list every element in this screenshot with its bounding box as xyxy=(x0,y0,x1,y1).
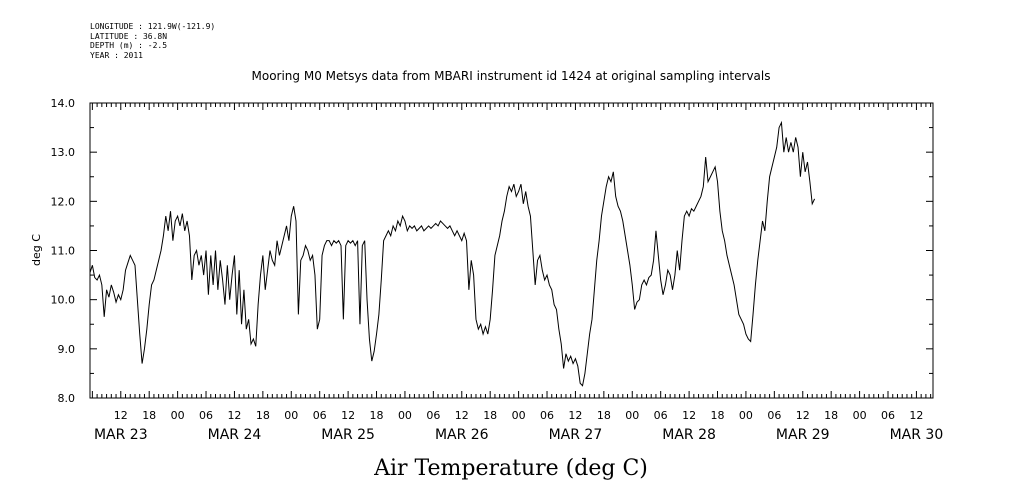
x-hour-label: 06 xyxy=(199,409,213,422)
x-hour-label: 00 xyxy=(625,409,639,422)
x-date-label: MAR 25 xyxy=(321,427,375,443)
x-hour-label: 00 xyxy=(739,409,753,422)
y-tick-label: 9.0 xyxy=(58,343,76,356)
x-hour-label: 12 xyxy=(682,409,696,422)
x-date-label: MAR 24 xyxy=(208,427,262,443)
x-date-label: MAR 28 xyxy=(662,427,716,443)
y-tick-label: 13.0 xyxy=(51,146,76,159)
x-hour-label: 06 xyxy=(654,409,668,422)
x-date-label: MAR 26 xyxy=(435,427,489,443)
depth-label: DEPTH (m) : -2.5 xyxy=(90,41,168,50)
x-hour-label: 12 xyxy=(114,409,128,422)
x-date-label: MAR 27 xyxy=(549,427,603,443)
y-tick-label: 12.0 xyxy=(51,195,76,208)
latitude-label: LATITUDE : 36.8N xyxy=(90,31,168,41)
x-hour-label: 12 xyxy=(909,409,923,422)
x-hour-label: 12 xyxy=(455,409,469,422)
y-axis-label: deg C xyxy=(30,234,43,266)
longitude-label: LONGITUDE : 121.9W(-121.9) xyxy=(90,22,216,31)
x-hour-label: 18 xyxy=(370,409,384,422)
x-hour-label: 00 xyxy=(398,409,412,422)
axis-ticks: 8.0 9.0 10.0 11.0 12.0 13.0 14.0 12 18 00 06 12 18 00… xyxy=(51,97,944,443)
x-hour-label: 06 xyxy=(540,409,554,422)
x-hour-label: 00 xyxy=(512,409,526,422)
chart-title: Mooring M0 Metsys data from MBARI instru… xyxy=(252,69,771,83)
series-line xyxy=(89,120,816,387)
y-tick-label: 8.0 xyxy=(58,392,76,405)
x-hour-label: 12 xyxy=(341,409,355,422)
x-hour-label: 00 xyxy=(853,409,867,422)
x-hour-label: 12 xyxy=(796,409,810,422)
x-hour-label: 18 xyxy=(142,409,156,422)
x-hour-label: 06 xyxy=(767,409,781,422)
x-date-label: MAR 30 xyxy=(890,427,944,443)
x-hour-label: 06 xyxy=(426,409,440,422)
plot-frame xyxy=(89,102,934,399)
x-hour-label: 00 xyxy=(171,409,185,422)
x-date-label: MAR 23 xyxy=(94,427,148,443)
x-hour-label: 12 xyxy=(227,409,241,422)
x-hour-label: 06 xyxy=(313,409,327,422)
year-label: YEAR : 2011 xyxy=(90,50,143,60)
x-axis-label: Air Temperature (deg C) xyxy=(373,456,648,481)
x-hour-label: 18 xyxy=(824,409,838,422)
x-hour-label: 18 xyxy=(711,409,725,422)
x-hour-label: 18 xyxy=(483,409,497,422)
x-hour-label: 18 xyxy=(597,409,611,422)
x-date-label: MAR 29 xyxy=(776,427,830,443)
x-hour-label: 06 xyxy=(881,409,895,422)
y-tick-label: 10.0 xyxy=(51,294,76,307)
y-tick-label: 14.0 xyxy=(51,97,76,110)
x-hour-label: 00 xyxy=(284,409,298,422)
x-hour-label: 18 xyxy=(256,409,270,422)
x-hour-label: 12 xyxy=(568,409,582,422)
metadata-block: LONGITUDE : 121.9W(-121.9) LATITUDE : 36… xyxy=(90,22,215,60)
y-tick-label: 11.0 xyxy=(51,245,76,258)
